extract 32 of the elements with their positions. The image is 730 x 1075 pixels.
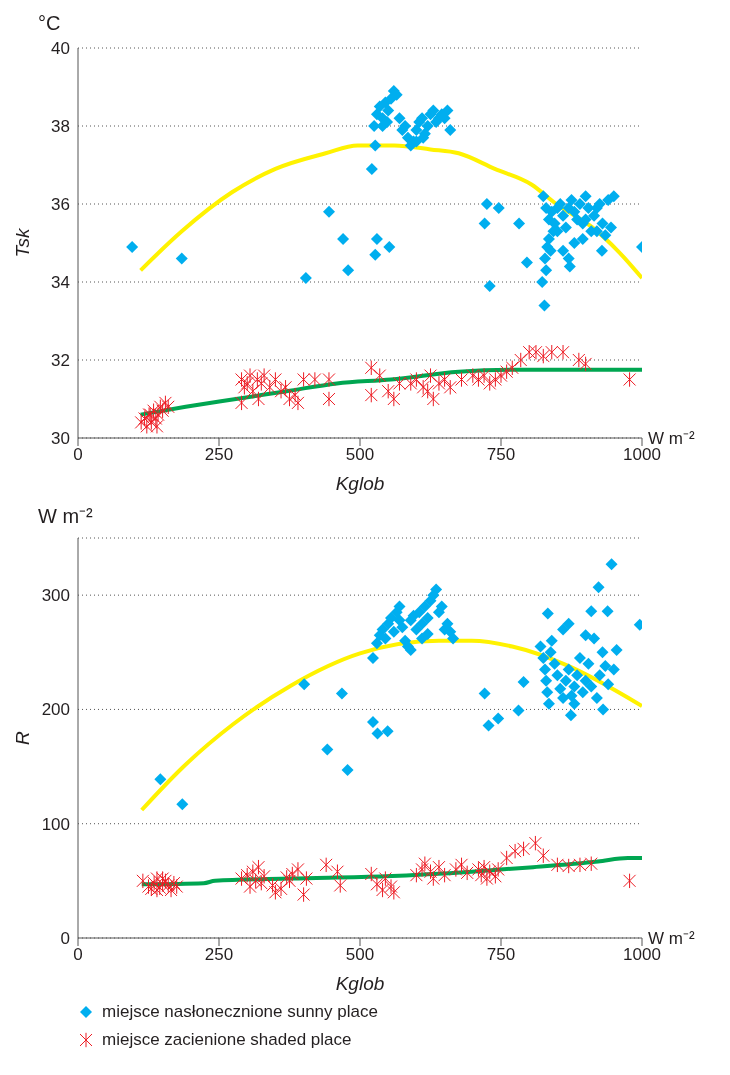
legend-label: miejsce nasłonecznione sunny place: [102, 1002, 378, 1022]
x-tick-label: 750: [486, 945, 516, 965]
line-series: [139, 638, 642, 812]
y-tick-label: 38: [51, 117, 70, 137]
y-tick-label: 200: [41, 700, 70, 720]
legend-label: miejsce zacienione shaded place: [102, 1030, 352, 1050]
x-axis-title: Kglob: [335, 973, 385, 994]
y-axis-title: R: [11, 730, 33, 745]
text: W m⁻²: [38, 504, 93, 529]
x-axis-title: Kglob: [335, 473, 385, 494]
x-tick-label: 0: [73, 945, 83, 965]
y-tick-label: 40: [51, 39, 70, 59]
y-tick-label: 30: [51, 429, 70, 449]
y-tick-label: 0: [60, 929, 70, 949]
x-tick-label: 250: [204, 445, 234, 465]
x-tick-label: 500: [345, 945, 375, 965]
x-tick-label: 500: [345, 445, 375, 465]
y-tick-label: 36: [51, 195, 70, 215]
text: °C: [38, 12, 61, 35]
x-tick-label: 1000: [623, 445, 661, 465]
y-tick-label: 300: [41, 586, 70, 606]
y-axis-title: Tsk: [11, 227, 33, 258]
text: W m⁻²: [648, 928, 695, 948]
y-tick-label: 32: [51, 351, 70, 371]
x-tick-label: 750: [486, 445, 516, 465]
line-series: [138, 143, 642, 281]
x-tick-label: 0: [73, 445, 83, 465]
y-tick-label: 34: [51, 273, 70, 293]
x-tick-label: 1000: [623, 945, 661, 965]
y-tick-label: 100: [41, 814, 70, 834]
text: W m⁻²: [648, 428, 695, 448]
x-tick-label: 250: [204, 945, 234, 965]
